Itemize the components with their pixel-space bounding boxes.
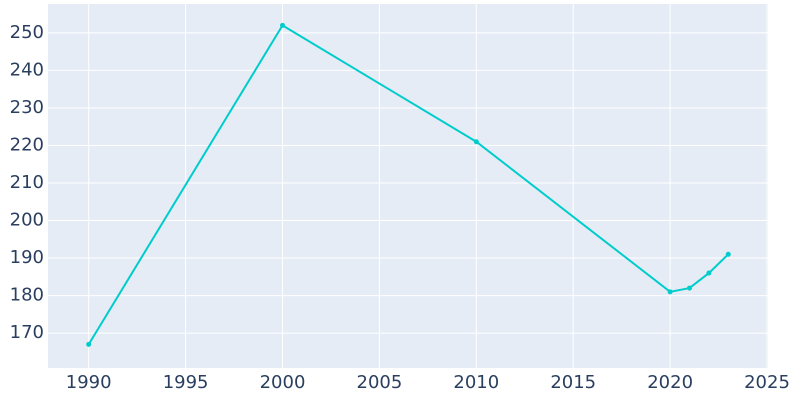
y-tick-label: 210 (10, 172, 44, 193)
y-tick-label: 200 (10, 210, 44, 231)
point (706, 270, 712, 276)
x-tick-label: 2020 (647, 372, 693, 393)
y-tick-label: 170 (10, 322, 44, 343)
x-tick-label: 1995 (163, 372, 209, 393)
y-tick-label: 250 (10, 22, 44, 43)
point (280, 22, 286, 28)
y-tick-label: 220 (10, 134, 44, 155)
x-tick-label: 2000 (260, 372, 306, 393)
x-tick-label: 2015 (550, 372, 596, 393)
point (473, 139, 479, 145)
plot-background (48, 4, 768, 368)
point (687, 285, 693, 291)
y-tick-label: 240 (10, 59, 44, 80)
point (86, 341, 92, 347)
x-tick-label: 2005 (357, 372, 403, 393)
x-tick-label: 2010 (453, 372, 499, 393)
y-tick-label: 180 (10, 285, 44, 306)
y-tick-label: 190 (10, 247, 44, 268)
x-tick-label: 1990 (66, 372, 112, 393)
y-tick-label: 230 (10, 97, 44, 118)
x-tick-label: 2025 (744, 372, 790, 393)
point (725, 251, 731, 257)
point (667, 289, 673, 295)
